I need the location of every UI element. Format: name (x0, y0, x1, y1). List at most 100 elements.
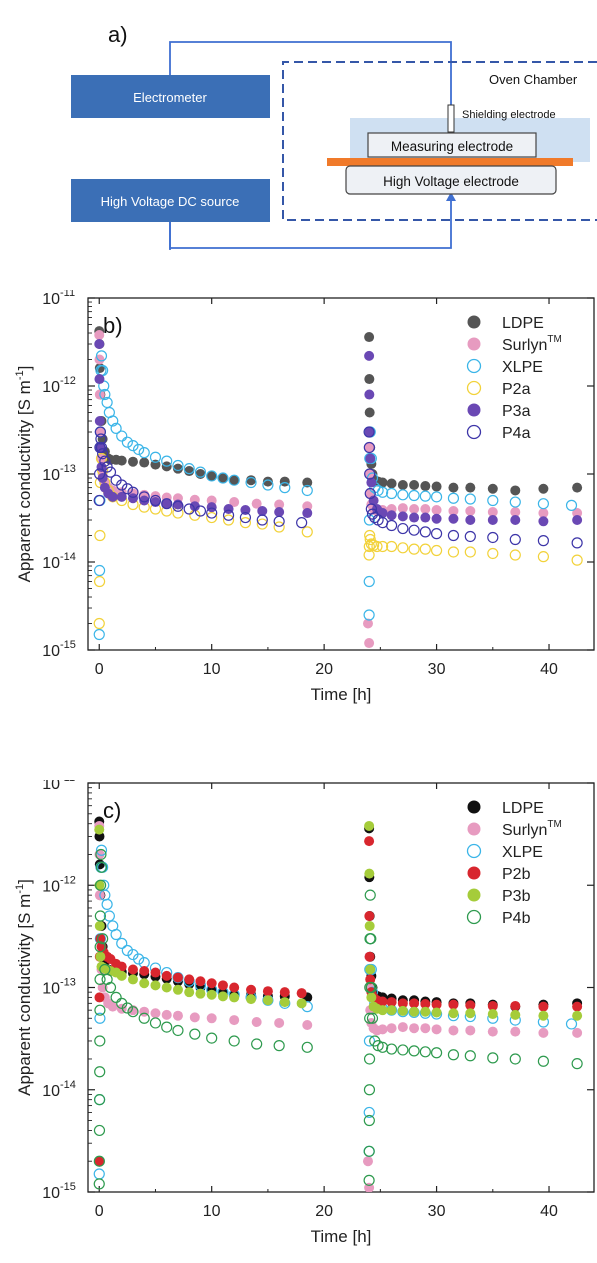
data-point (121, 944, 133, 957)
sample-film (327, 158, 573, 166)
data-point (431, 513, 442, 524)
data-point (217, 473, 228, 484)
data-point (150, 1008, 161, 1019)
data-point (386, 1023, 397, 1034)
data-point (279, 987, 290, 998)
data-point (363, 1145, 375, 1157)
data-point (409, 1023, 420, 1034)
data-point (431, 1024, 442, 1035)
data-point (189, 1028, 201, 1040)
legend-marker (467, 403, 481, 417)
data-point (172, 984, 183, 995)
y-tick-exponent: -11 (60, 290, 75, 299)
data-point (397, 1005, 408, 1016)
data-point (509, 533, 521, 546)
data-point (183, 503, 195, 515)
data-point (419, 526, 431, 538)
legend-marker (467, 800, 481, 814)
data-point (420, 481, 431, 492)
data-point (127, 456, 138, 467)
data-point (366, 477, 377, 488)
data-point (217, 472, 229, 484)
data-point (127, 486, 139, 498)
arrow-icon (446, 192, 456, 201)
series-p2a (93, 452, 583, 630)
data-point (365, 538, 377, 550)
data-point (377, 1005, 388, 1016)
x-tick-label: 0 (95, 1203, 104, 1220)
data-point (363, 514, 376, 526)
data-point (93, 628, 105, 641)
data-point (465, 1008, 476, 1019)
data-point (537, 498, 550, 510)
y-tick-base: 10 (42, 555, 60, 572)
data-point (538, 1010, 549, 1021)
data-point (447, 1049, 460, 1061)
legend-label: XLPE (502, 844, 543, 861)
data-point (172, 463, 183, 474)
y-tick-exponent: -15 (60, 639, 76, 651)
data-point (149, 1017, 162, 1029)
data-point (228, 474, 240, 486)
data-point (110, 991, 122, 1004)
data-point (465, 1025, 476, 1036)
data-point (364, 389, 375, 400)
data-point (94, 824, 105, 835)
data-point (487, 483, 498, 494)
data-point (364, 332, 375, 343)
data-point (363, 441, 375, 454)
legend-item: XLPE (466, 358, 543, 376)
data-point (538, 483, 549, 494)
data-point (296, 517, 308, 529)
data-point (279, 997, 290, 1008)
data-point (397, 542, 409, 554)
legend-item: P2a (466, 380, 531, 398)
x-axis-label: Time [h] (311, 1227, 372, 1246)
data-point (409, 512, 420, 523)
data-point (366, 508, 379, 520)
data-point (538, 508, 549, 519)
data-point (127, 493, 138, 504)
data-point (464, 530, 476, 543)
data-point (93, 575, 106, 588)
data-point (110, 422, 122, 434)
data-point (301, 1041, 313, 1053)
legend-label: P3b (502, 888, 531, 905)
data-point (377, 996, 388, 1007)
data-point (246, 475, 257, 486)
data-point (448, 482, 459, 493)
y-tick-label: 10 (42, 780, 60, 793)
data-point (397, 503, 408, 514)
data-point (206, 470, 217, 481)
wire-electrometer (169, 41, 452, 135)
data-point (386, 1005, 397, 1016)
y-tick-label: 10 (42, 981, 60, 998)
data-point (93, 617, 105, 630)
data-point (409, 479, 420, 490)
data-point (362, 618, 373, 629)
legend-item: P4a (466, 424, 531, 442)
y-tick-exponent: -15 (60, 1181, 76, 1193)
data-point (138, 447, 150, 459)
oven-chamber (282, 61, 597, 221)
data-point (419, 1046, 431, 1058)
legend-marker (466, 424, 482, 440)
data-point (364, 836, 375, 847)
legend-item: SurlynTM (467, 334, 562, 354)
data-point (448, 999, 459, 1010)
data-point (139, 966, 150, 977)
oven-chamber-label: Oven Chamber (489, 72, 578, 87)
data-point (240, 504, 251, 515)
data-point (572, 482, 583, 493)
data-point (409, 998, 420, 1009)
data-point (95, 442, 106, 453)
data-point (430, 528, 443, 540)
y-axis-label: Apparent conductivity [S m-1] (14, 879, 34, 1096)
data-point (246, 994, 257, 1005)
legend-label: P2b (502, 866, 531, 883)
data-point (206, 989, 217, 1000)
data-point (510, 515, 521, 526)
legend-marker (467, 822, 481, 836)
data-point (127, 974, 138, 985)
data-point (364, 911, 375, 922)
